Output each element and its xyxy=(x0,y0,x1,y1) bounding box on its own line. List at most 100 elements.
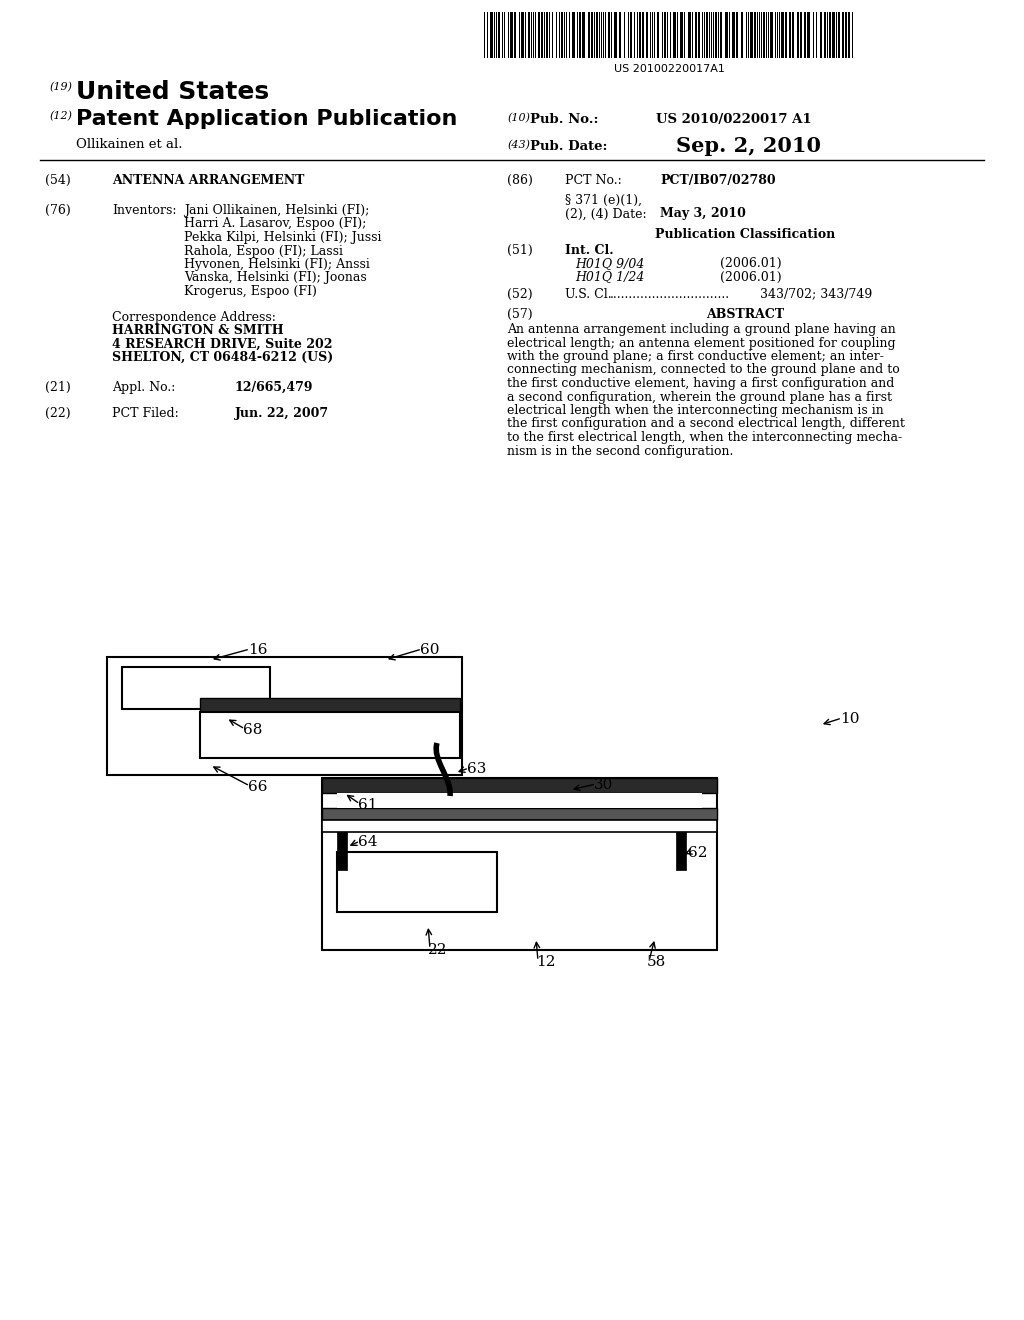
Text: (76): (76) xyxy=(45,205,71,216)
Bar xyxy=(673,12,676,58)
Bar xyxy=(200,711,460,758)
Bar xyxy=(754,12,756,58)
Bar xyxy=(322,777,717,793)
Bar xyxy=(322,777,717,950)
Bar xyxy=(829,12,831,58)
Text: US 20100220017A1: US 20100220017A1 xyxy=(613,63,724,74)
Text: (52): (52) xyxy=(507,288,532,301)
Text: 12: 12 xyxy=(536,954,555,969)
Bar xyxy=(546,12,548,58)
Text: May 3, 2010: May 3, 2010 xyxy=(660,207,745,220)
Text: Appl. No.:: Appl. No.: xyxy=(112,381,175,393)
Text: 4 RESEARCH DRIVE, Suite 202: 4 RESEARCH DRIVE, Suite 202 xyxy=(112,338,333,351)
Text: (21): (21) xyxy=(45,381,71,393)
Bar xyxy=(736,12,738,58)
Bar xyxy=(322,820,717,832)
Bar xyxy=(792,12,794,58)
Bar xyxy=(695,12,697,58)
Bar xyxy=(337,793,702,808)
Bar xyxy=(824,12,826,58)
Text: 343/702; 343/749: 343/702; 343/749 xyxy=(760,288,872,301)
Text: SHELTON, CT 06484-6212 (US): SHELTON, CT 06484-6212 (US) xyxy=(112,351,333,364)
Text: Krogerus, Espoo (FI): Krogerus, Espoo (FI) xyxy=(184,285,316,298)
Bar xyxy=(490,12,493,58)
Text: electrical length; an antenna element positioned for coupling: electrical length; an antenna element po… xyxy=(507,337,896,350)
Text: 64: 64 xyxy=(358,836,378,849)
Text: ANTENNA ARRANGEMENT: ANTENNA ARRANGEMENT xyxy=(112,174,304,187)
Text: Harri A. Lasarov, Espoo (FI);: Harri A. Lasarov, Espoo (FI); xyxy=(184,218,367,231)
Bar xyxy=(848,12,850,58)
Bar xyxy=(588,12,590,58)
Bar xyxy=(618,12,621,58)
Text: United States: United States xyxy=(76,81,269,104)
Bar xyxy=(698,12,700,58)
Text: Patent Application Publication: Patent Application Publication xyxy=(76,110,458,129)
Bar xyxy=(831,12,835,58)
Bar xyxy=(725,12,728,58)
Text: 66: 66 xyxy=(248,780,267,795)
Bar xyxy=(561,12,563,58)
Bar xyxy=(614,12,617,58)
Text: 68: 68 xyxy=(243,723,262,737)
Bar xyxy=(804,12,806,58)
Text: 16: 16 xyxy=(248,643,267,657)
Text: Ollikainen et al.: Ollikainen et al. xyxy=(76,139,182,150)
Text: 61: 61 xyxy=(358,799,378,812)
Text: Pekka Kilpi, Helsinki (FI); Jussi: Pekka Kilpi, Helsinki (FI); Jussi xyxy=(184,231,382,244)
Bar xyxy=(122,667,270,709)
Text: 12/665,479: 12/665,479 xyxy=(234,381,313,393)
Bar xyxy=(763,12,765,58)
Text: Pub. Date:: Pub. Date: xyxy=(530,140,607,153)
Bar xyxy=(642,12,644,58)
Text: with the ground plane; a first conductive element; an inter-: with the ground plane; a first conductiv… xyxy=(507,350,884,363)
Bar xyxy=(715,12,717,58)
Bar xyxy=(521,12,524,58)
Text: (54): (54) xyxy=(45,174,71,187)
Bar xyxy=(646,12,648,58)
Text: H01Q 9/04: H01Q 9/04 xyxy=(575,257,644,271)
Text: U.S. Cl.: U.S. Cl. xyxy=(565,288,611,301)
Bar xyxy=(200,698,460,711)
Bar xyxy=(781,12,784,58)
Text: Hyvonen, Helsinki (FI); Anssi: Hyvonen, Helsinki (FI); Anssi xyxy=(184,257,370,271)
Text: H01Q 1/24: H01Q 1/24 xyxy=(575,271,644,284)
Bar xyxy=(582,12,585,58)
Bar xyxy=(785,12,787,58)
Bar xyxy=(510,12,513,58)
Text: (2006.01): (2006.01) xyxy=(720,271,781,284)
Bar xyxy=(591,12,593,58)
Text: connecting mechanism, connected to the ground plane and to: connecting mechanism, connected to the g… xyxy=(507,363,900,376)
Bar xyxy=(528,12,530,58)
Text: Correspondence Address:: Correspondence Address: xyxy=(112,310,275,323)
Text: (2006.01): (2006.01) xyxy=(720,257,781,271)
Text: Rahola, Espoo (FI); Lassi: Rahola, Espoo (FI); Lassi xyxy=(184,244,343,257)
Text: 22: 22 xyxy=(428,942,447,957)
Bar xyxy=(579,12,581,58)
Bar xyxy=(337,851,497,912)
Text: Int. Cl.: Int. Cl. xyxy=(565,243,613,256)
Bar xyxy=(538,12,540,58)
Bar xyxy=(807,12,810,58)
Text: Jun. 22, 2007: Jun. 22, 2007 xyxy=(234,407,329,420)
Text: ABSTRACT: ABSTRACT xyxy=(706,308,784,321)
Bar xyxy=(688,12,691,58)
Bar xyxy=(800,12,802,58)
Bar xyxy=(572,12,575,58)
Bar xyxy=(639,12,641,58)
Bar xyxy=(842,12,844,58)
Text: (12): (12) xyxy=(50,111,73,121)
Bar xyxy=(790,12,791,58)
Bar xyxy=(838,12,840,58)
Text: PCT Filed:: PCT Filed: xyxy=(112,407,179,420)
Bar xyxy=(596,12,598,58)
Text: the first conductive element, having a first configuration and: the first conductive element, having a f… xyxy=(507,378,894,389)
Text: 63: 63 xyxy=(467,762,486,776)
Bar xyxy=(750,12,753,58)
Bar xyxy=(720,12,722,58)
Bar xyxy=(680,12,683,58)
Bar xyxy=(541,12,543,58)
Bar xyxy=(322,808,717,820)
Bar xyxy=(676,820,686,870)
Text: a second configuration, wherein the ground plane has a first: a second configuration, wherein the grou… xyxy=(507,391,892,404)
Text: Vanska, Helsinki (FI); Joonas: Vanska, Helsinki (FI); Joonas xyxy=(184,272,367,285)
